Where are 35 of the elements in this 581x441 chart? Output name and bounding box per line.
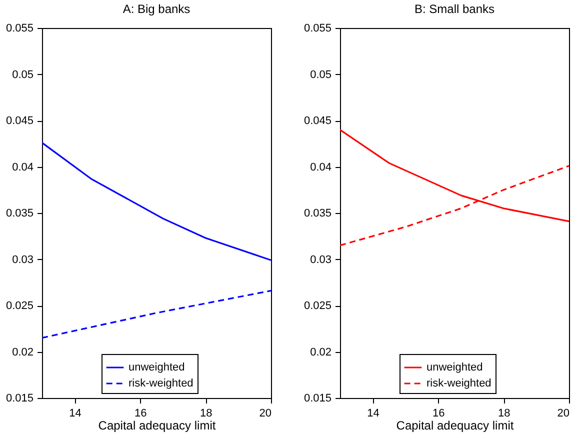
- legend-label: risk-weighted: [128, 378, 194, 390]
- y-tick-label: 0.015: [304, 392, 332, 404]
- x-tick-label: 18: [498, 408, 510, 420]
- y-tick-label: 0.025: [6, 300, 34, 312]
- y-tick-label: 0.035: [6, 208, 34, 220]
- y-tick-label: 0.02: [310, 346, 332, 358]
- legend-label: unweighted: [426, 362, 483, 374]
- y-tick-label: 0.035: [304, 208, 332, 220]
- line-series: [42, 142, 271, 261]
- legend-label: unweighted: [128, 362, 185, 374]
- y-tick-label: 0.055: [304, 22, 332, 34]
- x-tick-label: 14: [367, 408, 380, 420]
- y-tick-label: 0.015: [6, 392, 34, 404]
- x-axis-title: Capital adequacy limit: [98, 418, 216, 432]
- y-tick-label: 0.02: [12, 346, 34, 358]
- x-axis-title: Capital adequacy limit: [396, 418, 514, 432]
- x-tick-label: 20: [259, 408, 272, 420]
- y-tick-label: 0.055: [6, 22, 34, 34]
- y-tick-label: 0.04: [12, 161, 34, 174]
- x-tick-label: 14: [69, 408, 82, 420]
- x-tick-label: 16: [432, 408, 445, 420]
- y-tick-label: 0.045: [6, 115, 34, 127]
- y-tick-label: 0.04: [310, 161, 332, 174]
- x-tick-label: 20: [557, 408, 570, 420]
- y-tick-label: 0.025: [304, 300, 332, 312]
- x-tick-label: 18: [200, 408, 212, 420]
- y-tick-label: 0.05: [310, 68, 332, 81]
- y-tick-label: 0.03: [12, 254, 34, 266]
- y-tick-label: 0.03: [310, 254, 332, 266]
- legend-label: risk-weighted: [426, 378, 492, 390]
- y-tick-label: 0.045: [304, 115, 332, 127]
- y-tick-label: 0.05: [12, 68, 34, 81]
- chart-title: B: Small banks: [414, 2, 495, 16]
- x-tick-label: 16: [134, 408, 147, 420]
- chart-title: A: Big banks: [122, 2, 190, 16]
